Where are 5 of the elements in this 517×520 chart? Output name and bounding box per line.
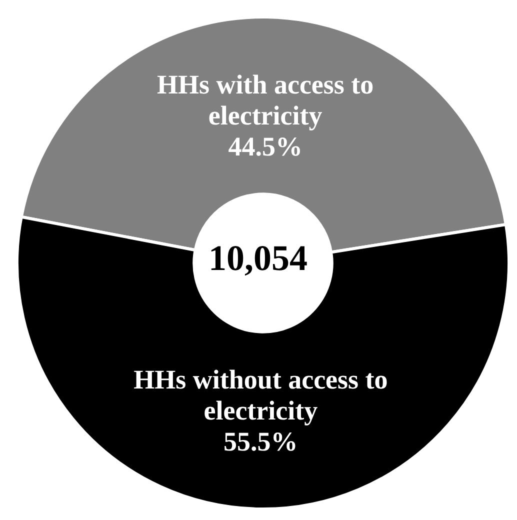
slice-label: HHs with access to electricity (156, 69, 374, 130)
text: 10,054 (208, 237, 308, 280)
data-label: 44.5% (228, 131, 302, 162)
slice-label: HHs without access to electricity (134, 364, 388, 426)
data-label: 55.5% (224, 426, 298, 457)
